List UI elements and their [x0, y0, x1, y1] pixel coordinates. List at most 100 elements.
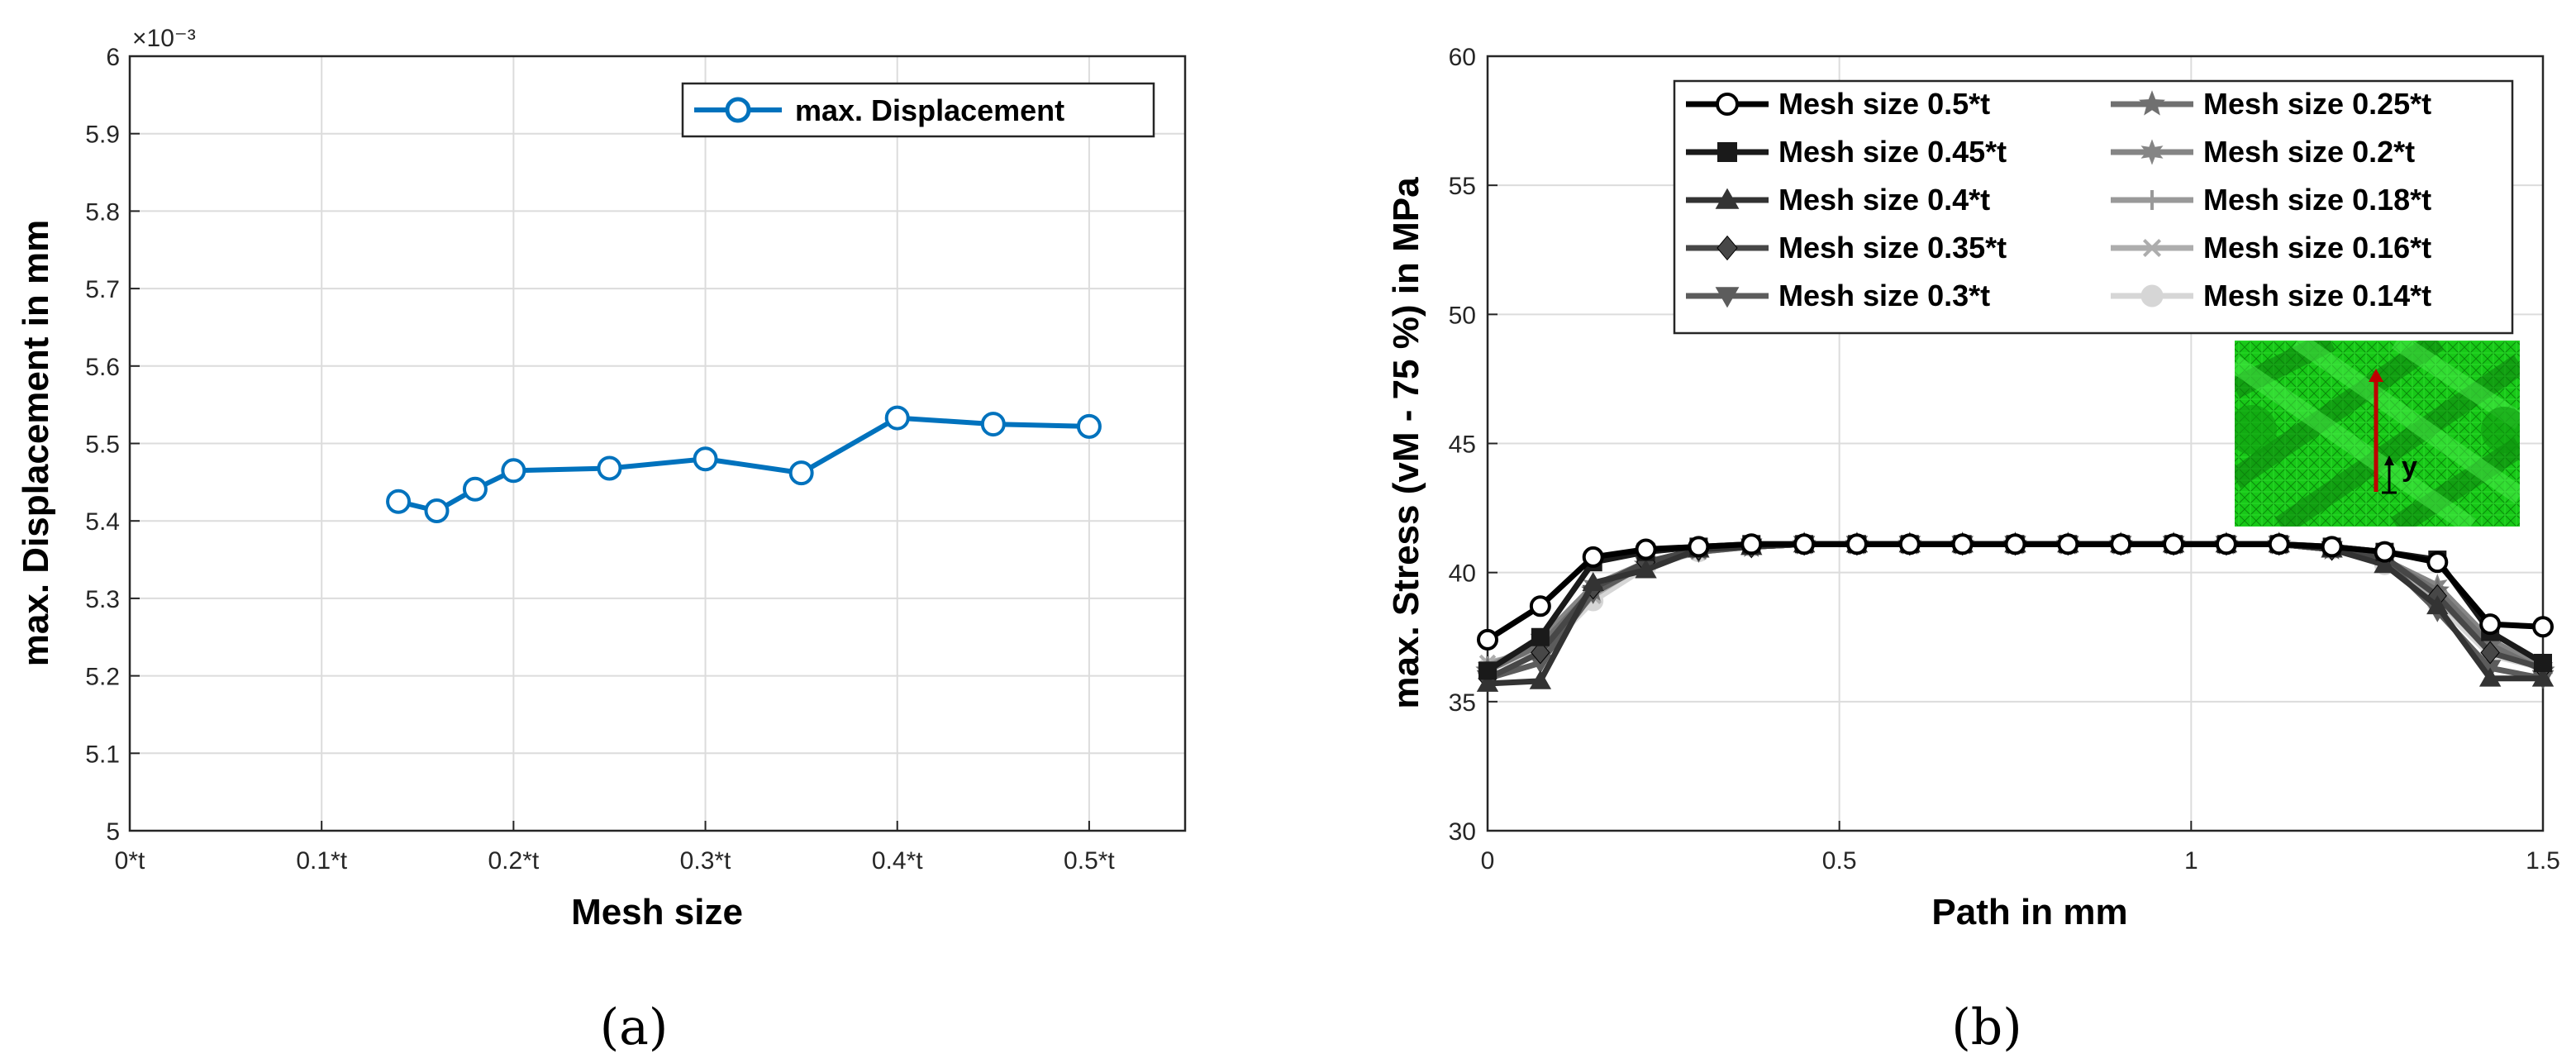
panel-b-data-point: [1951, 533, 1974, 555]
panel-a-gridlines: [129, 55, 1185, 832]
panel-a-series-line: [398, 415, 1089, 514]
panel-a-data-point: [788, 460, 814, 486]
panel-a-y-tick-label: 5.1: [85, 741, 120, 768]
panel-a-data-point: [1076, 413, 1102, 439]
panel-a-displacement-chart: 0*t 0.1*t 0.2*t 0.3*t 0.4*t 0.5*t 5 5.1 5.2 5.3 5.…: [16, 25, 1187, 1056]
panel-b-y-tick-label: 40: [1449, 560, 1476, 588]
panel-b-legend-label: Mesh size 0.4*t: [1778, 183, 1990, 217]
panel-b-data-point: [2478, 667, 2502, 687]
panel-b-ticks: 0 0.5 1 1.5 30 35 40 45 50 55 60: [1449, 44, 2560, 875]
panel-b-data-point: [2321, 536, 2343, 558]
panel-b-legend-label: Mesh size 0.16*t: [2203, 231, 2431, 265]
panel-b-legend-marker: [1715, 188, 1740, 209]
panel-b-data-point: [1529, 670, 1552, 689]
panel-b-y-tick-label: 45: [1449, 431, 1476, 459]
panel-b-data-point: [1531, 641, 1550, 665]
panel-a-y-tick-label: 5.9: [85, 122, 120, 149]
panel-a-legend: max. Displacement: [681, 82, 1155, 138]
panel-b-data-point: [1898, 533, 1921, 555]
panel-b-legend-label: Mesh size 0.2*t: [2203, 135, 2415, 169]
panel-b-inset-mesh-image: y: [2235, 341, 2520, 527]
panel-a-x-tick-label: 0*t: [115, 847, 145, 875]
panel-a-y-tick-label: 5.2: [85, 664, 120, 691]
panel-b-x-tick-label: 0: [1481, 847, 1495, 875]
panel-b-data-point: [2426, 595, 2449, 615]
panel-b-data-point: [1582, 546, 1604, 568]
panel-b-x-axis-label: Path in mm: [1931, 892, 2127, 932]
panel-b-legend-label: Mesh size 0.3*t: [1778, 279, 1990, 312]
panel-a-x-tick-label: 0.4*t: [872, 847, 923, 875]
panel-b-data-point: [2479, 613, 2502, 636]
panel-a-data-point: [501, 458, 526, 484]
panel-b-data-point: [1582, 571, 1604, 592]
panel-b-data-point: [1529, 595, 1551, 617]
panel-b-legend-marker: [1716, 93, 1739, 116]
inset-y-label: y: [2402, 451, 2417, 483]
panel-b-data-point: [2268, 533, 2290, 555]
panel-b-data-point: [1531, 627, 1550, 646]
panel-a-y-axis-label: max. Displacement in mm: [16, 220, 56, 666]
panel-b-legend-marker: [1717, 142, 1737, 162]
panel-b-legend-label: Mesh size 0.25*t: [2203, 87, 2431, 121]
panel-a-x-axis-label: Mesh size: [571, 892, 743, 932]
panel-b-x-tick-label: 1: [2184, 847, 2198, 875]
panel-a-x-tick-label: 0.3*t: [680, 847, 731, 875]
panel-b-legend-box: [1673, 79, 2514, 335]
panel-b-x-tick-label: 1.5: [2526, 847, 2560, 875]
panel-a-data-point: [980, 412, 1006, 437]
panel-a-caption: (a): [600, 999, 669, 1056]
panel-b-data-point: [2374, 541, 2396, 563]
panel-b-legend-marker: [2142, 190, 2162, 210]
panel-b-series: [1475, 531, 2555, 692]
panel-b-legend: Mesh size 0.5*t Mesh size 0.45*t Mesh size…: [1673, 79, 2514, 335]
panel-a-y-tick-label: 5.3: [85, 586, 120, 613]
panel-a-x-tick-label: 0.2*t: [488, 847, 540, 875]
panel-a-y-tick-label: 5.8: [85, 198, 120, 226]
panel-b-legend-marker: [2139, 90, 2165, 116]
panel-b-y-tick-label: 30: [1449, 818, 1476, 846]
panel-b-legend-marker: [2142, 238, 2162, 258]
panel-b-legend-marker: [1715, 287, 1740, 308]
panel-a-ticks: 0*t 0.1*t 0.2*t 0.3*t 0.4*t 0.5*t 5 5.1 5.2 5.3 5.…: [85, 44, 1115, 875]
panel-a-data-point: [884, 405, 910, 431]
panel-b-y-tick-label: 60: [1449, 44, 1476, 71]
panel-b-legend-marker: [2140, 284, 2164, 307]
panel-b-caption: (b): [1951, 999, 2021, 1056]
inset-y-arrowhead: [2384, 455, 2394, 465]
panel-a-series: [386, 405, 1102, 524]
panel-b-data-point: [1635, 538, 1657, 560]
panel-a-data-point: [424, 498, 450, 524]
panel-b-legend-marker: [2140, 139, 2164, 165]
panel-b-data-point: [2534, 653, 2552, 672]
panel-b-data-point: [1635, 559, 1657, 579]
panel-b-x-tick-label: 0.5: [1822, 847, 1857, 875]
panel-b-legend-label: Mesh size 0.35*t: [1778, 231, 2007, 265]
panel-b-data-point: [1845, 533, 1868, 555]
panel-b-data-point: [1793, 533, 1816, 555]
panel-b-legend-label: Mesh size 0.18*t: [2203, 183, 2431, 217]
inset-path-arrowhead: [2369, 369, 2383, 382]
panel-a-data-point: [693, 446, 718, 472]
panel-a-data-point: [386, 489, 412, 514]
panel-b-data-point: [2532, 616, 2554, 638]
panel-b-data-point: [2426, 551, 2449, 574]
panel-b-data-point: [1740, 533, 1763, 555]
panel-a-y-tick-label: 6: [106, 44, 120, 71]
panel-b-data-point: [1477, 628, 1498, 651]
panel-a-data-point: [597, 455, 622, 481]
panel-a-y-tick-label: 5.7: [85, 276, 120, 303]
panel-a-legend-label: max. Displacement: [795, 93, 1064, 127]
panel-a-legend-marker: [725, 97, 751, 123]
panel-b-data-point: [2163, 533, 2185, 555]
panel-b-data-point: [2057, 533, 2079, 555]
panel-b-data-point: [2215, 533, 2237, 555]
panel-b-data-point: [1478, 661, 1497, 680]
panel-b-legend-label: Mesh size 0.5*t: [1778, 87, 1990, 121]
panel-a-y-tick-label: 5.6: [85, 354, 120, 381]
panel-b-data-point: [2480, 641, 2500, 665]
panel-a-x-tick-label: 0.5*t: [1064, 847, 1115, 875]
panel-b-y-tick-label: 50: [1449, 302, 1476, 329]
panel-b-legend-label: Mesh size 0.14*t: [2203, 279, 2431, 312]
panel-a-y-tick-label: 5.4: [85, 508, 120, 536]
